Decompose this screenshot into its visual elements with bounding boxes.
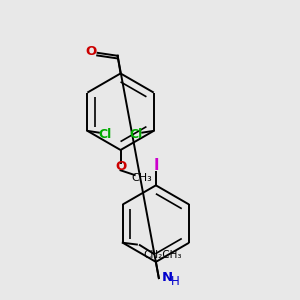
Text: H: H (171, 274, 179, 287)
Text: Cl: Cl (129, 128, 143, 141)
Text: O: O (85, 45, 97, 58)
Text: O: O (115, 160, 126, 173)
Text: CH₂CH₃: CH₂CH₃ (143, 250, 182, 260)
Text: CH₃: CH₃ (132, 173, 152, 183)
Text: Cl: Cl (98, 128, 112, 141)
Text: I: I (153, 158, 159, 173)
Text: N: N (161, 271, 172, 284)
